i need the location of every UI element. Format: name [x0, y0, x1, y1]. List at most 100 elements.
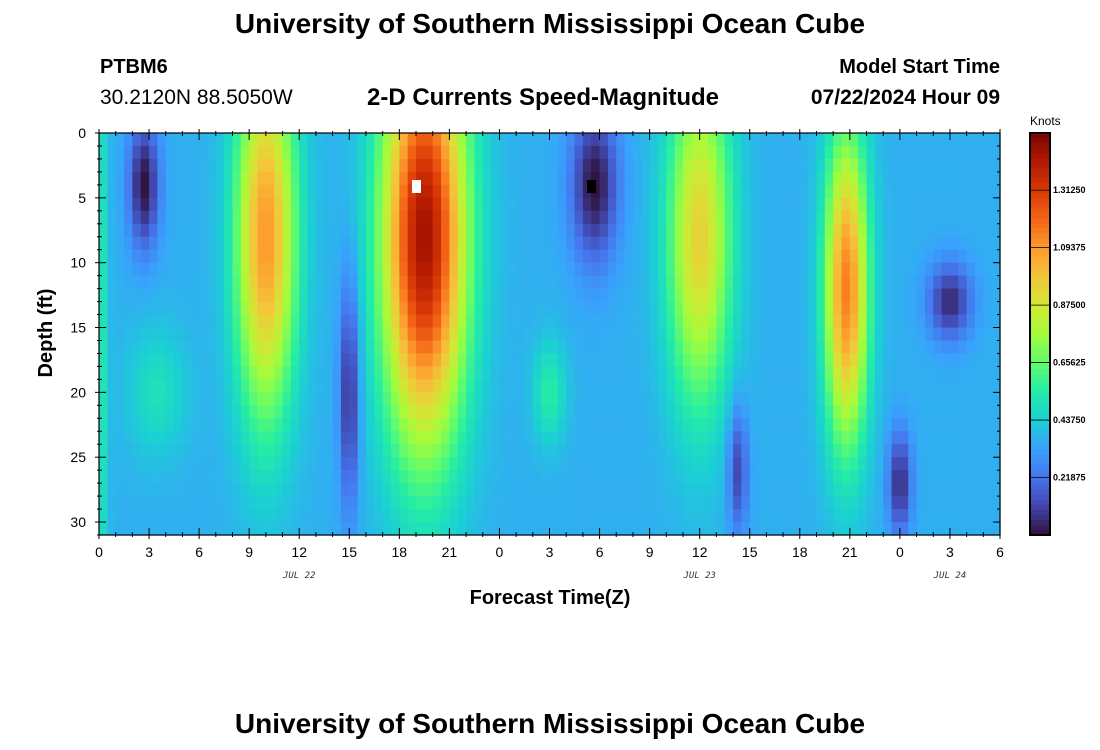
- heatmap-cell: [474, 301, 484, 316]
- heatmap-cell: [941, 314, 951, 329]
- heatmap-cell: [941, 431, 951, 445]
- heatmap-cell: [949, 522, 959, 536]
- heatmap-cell: [374, 210, 384, 225]
- heatmap-cell: [399, 210, 409, 225]
- heatmap-cell: [774, 392, 784, 406]
- heatmap-cell: [157, 470, 167, 484]
- heatmap-cell: [866, 184, 876, 199]
- heatmap-cell: [749, 275, 759, 290]
- heatmap-cell: [390, 197, 400, 212]
- heatmap-cell: [524, 405, 534, 419]
- heatmap-cell: [724, 262, 734, 277]
- heatmap-cell: [724, 353, 734, 368]
- heatmap-cell: [240, 249, 250, 264]
- heatmap-cell: [299, 171, 309, 186]
- heatmap-cell: [407, 405, 417, 419]
- heatmap-cell: [866, 145, 876, 160]
- heatmap-cell: [115, 340, 125, 355]
- heatmap-cell: [432, 444, 442, 458]
- heatmap-cell: [507, 431, 517, 445]
- heatmap-cell: [708, 418, 717, 432]
- heatmap-cell: [457, 418, 467, 432]
- heatmap-cell: [432, 145, 442, 160]
- heatmap-cell: [416, 210, 425, 225]
- heatmap-cell: [708, 223, 717, 238]
- heatmap-cell: [282, 327, 292, 342]
- heatmap-cell: [124, 405, 133, 419]
- heatmap-cell: [232, 418, 242, 432]
- heatmap-cell: [891, 392, 901, 406]
- heatmap-cell: [749, 366, 759, 380]
- heatmap-cell: [574, 444, 584, 458]
- heatmap-cell: [365, 327, 375, 342]
- heatmap-cell: [107, 418, 117, 432]
- heatmap-cell: [591, 418, 601, 432]
- heatmap-cell: [357, 470, 367, 484]
- colorbar-swatch: [1030, 313, 1050, 320]
- heatmap-cell: [666, 405, 676, 419]
- heatmap-cell: [824, 184, 834, 199]
- heatmap-cell: [708, 301, 717, 316]
- heatmap-cell: [441, 444, 450, 458]
- heatmap-cell: [416, 366, 425, 380]
- heatmap-cell: [441, 262, 450, 277]
- heatmap-cell: [340, 314, 350, 329]
- heatmap-cell: [332, 262, 342, 277]
- heatmap-cell: [374, 418, 384, 432]
- heatmap-cell: [340, 210, 350, 225]
- heatmap-cell: [532, 392, 542, 406]
- heatmap-cell: [466, 197, 476, 212]
- heatmap-cell: [416, 405, 425, 419]
- heatmap-cell: [741, 184, 751, 199]
- heatmap-cell: [140, 133, 150, 147]
- heatmap-cell: [249, 353, 259, 368]
- heatmap-cell: [866, 379, 876, 393]
- heatmap-cell: [799, 145, 809, 160]
- heatmap-cell: [949, 210, 959, 225]
- heatmap-cell: [491, 197, 501, 212]
- heatmap-cell: [783, 444, 793, 458]
- white-marker: [412, 180, 421, 193]
- heatmap-cell: [891, 249, 901, 264]
- heatmap-cell: [791, 249, 801, 264]
- heatmap-cell: [933, 483, 943, 497]
- heatmap-cell: [332, 249, 342, 264]
- heatmap-cell: [708, 353, 717, 368]
- heatmap-cell: [632, 379, 642, 393]
- heatmap-cell: [140, 522, 150, 536]
- heatmap-cell: [290, 314, 300, 329]
- heatmap-cell: [799, 249, 809, 264]
- heatmap-cell: [691, 210, 701, 225]
- heatmap-cell: [99, 496, 108, 510]
- heatmap-cell: [666, 249, 676, 264]
- heatmap-cell: [474, 171, 484, 186]
- heatmap-cell: [441, 496, 450, 510]
- heatmap-cell: [808, 483, 818, 497]
- heatmap-cell: [883, 431, 893, 445]
- heatmap-cell: [833, 288, 843, 303]
- heatmap-cell: [574, 197, 584, 212]
- heatmap-cell: [749, 457, 759, 471]
- heatmap-cell: [699, 522, 709, 536]
- heatmap-cell: [249, 133, 259, 147]
- heatmap-cell: [824, 405, 834, 419]
- heatmap-cell: [307, 158, 317, 173]
- heatmap-cell: [991, 133, 1001, 147]
- heatmap-cell: [632, 262, 642, 277]
- heatmap-cell: [182, 444, 192, 458]
- heatmap-cell: [149, 522, 158, 536]
- heatmap-cell: [290, 184, 300, 199]
- heatmap-cell: [524, 327, 534, 342]
- heatmap-cell: [382, 210, 392, 225]
- heatmap-cell: [891, 314, 901, 329]
- heatmap-cell: [482, 197, 492, 212]
- heatmap-cell: [107, 431, 117, 445]
- heatmap-cell: [407, 275, 417, 290]
- heatmap-cell: [866, 236, 876, 251]
- heatmap-cell: [357, 457, 367, 471]
- heatmap-cell: [824, 340, 834, 355]
- heatmap-cell: [457, 133, 467, 147]
- heatmap-cell: [557, 522, 567, 536]
- heatmap-cell: [349, 509, 359, 523]
- heatmap-cell: [232, 314, 242, 329]
